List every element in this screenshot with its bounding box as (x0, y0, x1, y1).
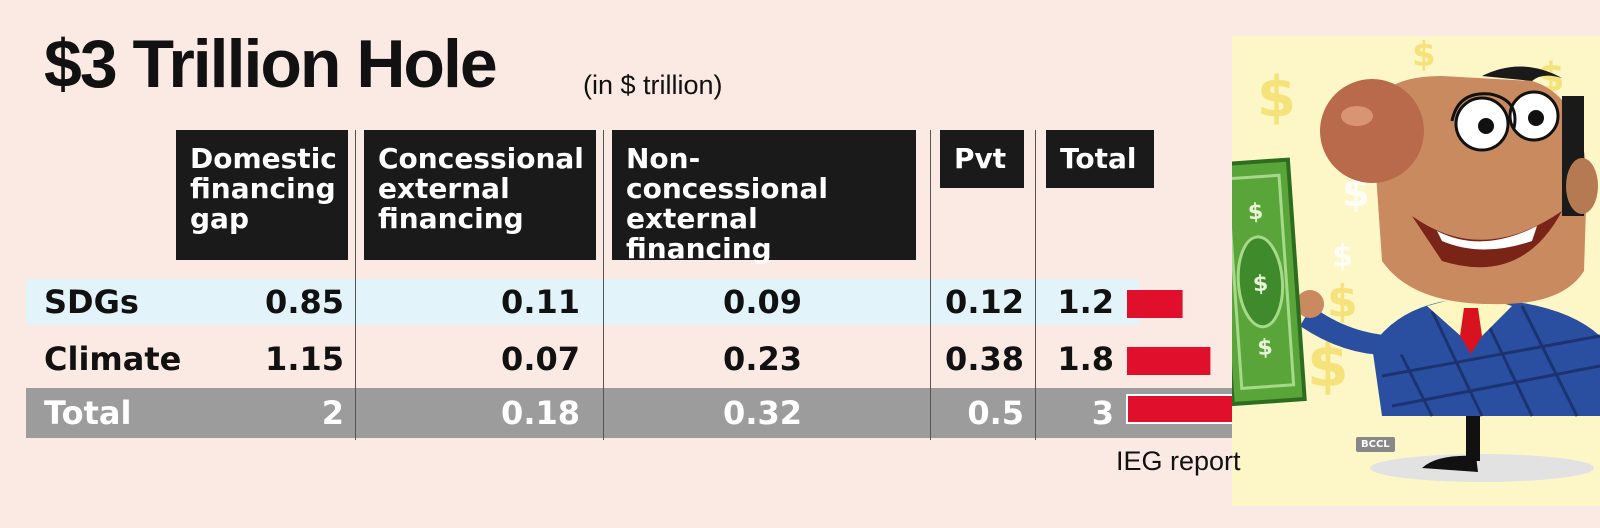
source-note: IEG report (1116, 446, 1241, 476)
svg-text:$: $ (1247, 199, 1264, 225)
column-header-non-concessional: Non-concessional external financing (612, 130, 916, 264)
table-cell: 1.15 (265, 340, 344, 378)
column-header-concessional: Concessional external financing (364, 130, 596, 260)
column-divider (603, 130, 604, 440)
table-cell: 0.23 (723, 340, 802, 378)
dollar-sign-icon: $ (1257, 65, 1296, 130)
table-cell: 0.18 (501, 394, 580, 432)
table-cell: 0.12 (945, 283, 1024, 321)
credit-badge: BCCL (1356, 437, 1395, 452)
table-cell: 1.8 (1057, 340, 1114, 378)
svg-text:$: $ (1412, 36, 1436, 75)
column-header-total: Total (1046, 130, 1154, 188)
unit-note: (in $ trillion) (583, 70, 723, 100)
column-header-domestic: Domestic financing gap (176, 130, 348, 260)
row-label-climate: Climate (44, 340, 182, 378)
column-divider (1035, 130, 1036, 440)
table-cell: 3 (1091, 394, 1114, 432)
dollar-bill-icon: $ $ $ (1232, 157, 1307, 407)
svg-text:$: $ (1252, 271, 1269, 297)
column-header-pvt: Pvt (940, 130, 1024, 188)
column-divider (930, 130, 931, 440)
total-row-band (26, 388, 1278, 438)
table-cell: 0.5 (967, 394, 1024, 432)
table-cell: 1.2 (1057, 283, 1114, 321)
total-bar-sdgs (1127, 290, 1183, 318)
table-cell: 0.32 (723, 394, 802, 432)
chart-title: $3 Trillion Hole (44, 26, 498, 102)
cartoon-businessman-icon: $ $ $ $ $ $ $ $ $ $ (1232, 36, 1600, 506)
table-cell: 0.07 (501, 340, 580, 378)
table-cell: 0.85 (265, 283, 344, 321)
table-cell: 0.09 (723, 283, 802, 321)
row-label-total: Total (44, 394, 132, 432)
total-bar-climate (1127, 347, 1211, 375)
row-label-sdgs: SDGs (44, 283, 139, 321)
table-cell: 2 (321, 394, 344, 432)
table-cell: 0.11 (501, 283, 580, 321)
sdgs-row-band (26, 279, 1139, 325)
svg-text:$: $ (1332, 239, 1353, 274)
table-cell: 0.38 (945, 340, 1024, 378)
svg-text:$: $ (1327, 276, 1358, 327)
column-divider (355, 130, 356, 440)
svg-text:$: $ (1257, 335, 1274, 361)
